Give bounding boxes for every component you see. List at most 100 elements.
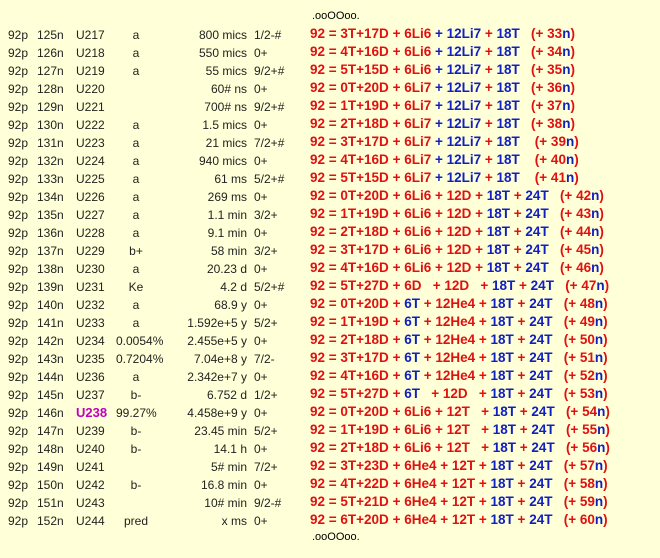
equation-cell: 92 = 1T+19D + 6Li6 + 12T + 18T + 24T (+ …	[310, 422, 610, 437]
table-row: 92p 126n U218 a 550 mics 0+ 92 = 4T+16D + 6Li6…	[0, 44, 660, 62]
equation-term: + 12He4	[419, 296, 476, 311]
equation-term: +19D	[356, 206, 389, 221]
neutrons-cell: 146n	[37, 406, 64, 420]
equation-term: + 12Li7	[431, 62, 482, 77]
equation-term: +	[475, 350, 491, 365]
spin-cell: 0+	[254, 478, 268, 492]
equation-term: )	[599, 188, 604, 203]
equation-term: 24T	[530, 278, 554, 293]
decay-cell: a	[132, 46, 140, 60]
equation-term: +	[388, 314, 405, 329]
equation-term: +	[481, 62, 497, 77]
neutrons-cell: 151n	[37, 496, 64, 510]
equation-term: 92 = 1T	[310, 422, 357, 437]
equation-term: + 6Li6	[388, 26, 432, 41]
decay-cell: b-	[130, 478, 142, 492]
isotope-cell: U218	[76, 46, 105, 60]
spin-cell: 0+	[254, 46, 268, 60]
equation-term: n	[565, 134, 575, 149]
equation-term: +21D	[356, 494, 389, 509]
equation-term: (+ 57	[552, 458, 595, 473]
spin-cell: 3/2+	[254, 244, 278, 258]
equation-cell: 92 = 2T+18D + 6Li7 + 12Li7 + 18T (+ 38n)	[310, 116, 575, 131]
equation-term: +19D	[356, 98, 389, 113]
equation-term: +	[475, 458, 491, 473]
equation-term: (+ 40	[519, 152, 566, 167]
equation-term: 24T	[525, 260, 549, 275]
equation-term: +	[481, 170, 497, 185]
equation-term: +	[513, 332, 530, 347]
equation-term: n	[594, 386, 604, 401]
neutrons-cell: 140n	[37, 298, 64, 312]
equation-term: 18T	[492, 422, 517, 437]
equation-term: n	[597, 404, 606, 419]
equation-term: +	[510, 242, 526, 257]
equation-term: )	[603, 350, 608, 365]
equation-term: (+ 39	[519, 134, 566, 149]
equation-term: +16D	[356, 152, 389, 167]
equation-term: 92 = 6T	[310, 512, 357, 527]
equation-term: +18D	[356, 332, 389, 347]
equation-term: 92 = 2T	[310, 332, 357, 347]
isotope-cell: U240	[76, 442, 105, 456]
equation-term: +20D	[356, 296, 389, 311]
equation-term: +	[481, 80, 497, 95]
equation-term: +	[481, 116, 497, 131]
neutrons-cell: 149n	[37, 460, 64, 474]
isotope-cell: U229	[76, 244, 105, 258]
equation-term: 92 = 3T	[310, 242, 357, 257]
decay-cell: a	[132, 136, 140, 150]
table-row: 92p 152n U244 pred x ms 0+ 92 = 6T+20D + 6He4 …	[0, 512, 660, 530]
equation-term: (+ 53	[552, 386, 595, 401]
equation-cell: 92 = 4T+16D + 6T + 12He4 + 18T + 24T (+ …	[310, 368, 608, 383]
half-life-cell: 2.342e+7 y	[187, 370, 247, 384]
decay-cell: a	[132, 190, 140, 204]
equation-term: + 12D	[431, 224, 472, 239]
spin-cell: 0+	[254, 118, 268, 132]
equation-term: )	[605, 440, 610, 455]
table-row: 92p 149n U241 5# min 7/2+ 92 = 3T+23D + 6He4 …	[0, 458, 660, 476]
equation-term: )	[570, 116, 575, 131]
decay-cell: pred	[123, 514, 149, 528]
neutrons-cell: 132n	[37, 154, 64, 168]
equation-term: n	[565, 170, 575, 185]
table-row: 92p 148n U240 b- 14.1 h 0+ 92 = 2T+18D + 6Li6 …	[0, 440, 660, 458]
equation-term: +	[471, 260, 487, 275]
spin-cell: 5/2+#	[254, 280, 285, 294]
decay-cell: a	[132, 370, 140, 384]
equation-term: + 6Li6	[388, 206, 432, 221]
equation-term: n	[594, 314, 604, 329]
equation-term: 24T	[529, 296, 553, 311]
equation-term: + 6Li6	[388, 440, 432, 455]
half-life-cell: 2.455e+5 y	[187, 334, 247, 348]
equation-term: + 12T	[431, 440, 470, 455]
equation-cell: 92 = 4T+16D + 6Li7 + 12Li7 + 18T (+ 40n)	[310, 152, 579, 167]
isotope-cell: U243	[76, 496, 105, 510]
equation-term: +	[513, 512, 530, 527]
equation-term: + 12T	[431, 422, 470, 437]
equation-term: +20D	[356, 512, 389, 527]
equation-term: 18T	[490, 314, 514, 329]
equation-term: )	[599, 242, 604, 257]
protons-cell: 92p	[8, 370, 29, 384]
equation-term: 6T	[404, 314, 420, 329]
spin-cell: 5/2+	[254, 316, 278, 330]
equation-term: +	[516, 404, 532, 419]
half-life-cell: 60# ns	[210, 82, 247, 96]
equation-term: + 12D	[431, 260, 472, 275]
equation-term: +	[475, 512, 491, 527]
equation-term: + 6Li6	[388, 242, 432, 257]
equation-term: 18T	[492, 278, 516, 293]
equation-term: +	[481, 26, 497, 41]
equation-term: 24T	[529, 332, 553, 347]
equation-term: + 6Li6	[388, 404, 432, 419]
spin-cell: 7/2+#	[254, 136, 285, 150]
equation-term: (+ 35	[519, 62, 563, 77]
decay-cell: a	[132, 298, 140, 312]
protons-cell: 92p	[8, 46, 29, 60]
equation-term: 18T	[490, 386, 514, 401]
equation-term: + 12He4	[419, 314, 476, 329]
equation-term: 18T	[486, 242, 511, 257]
equation-term: n	[591, 224, 600, 239]
equation-term: 18T	[492, 404, 517, 419]
